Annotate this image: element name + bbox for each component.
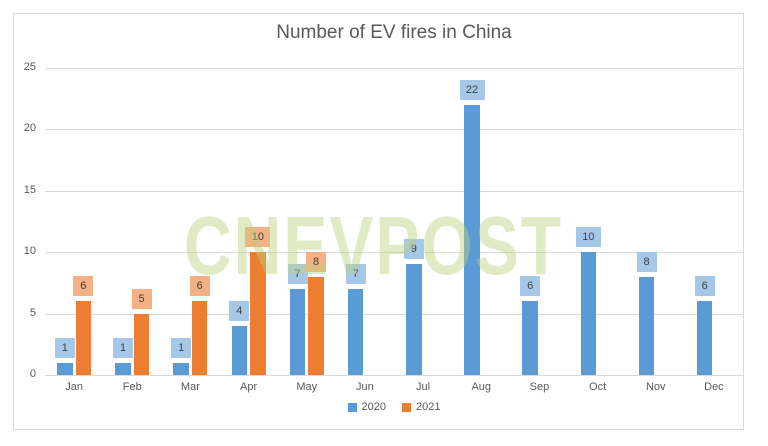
- data-label-2020-jun: 7: [345, 264, 366, 285]
- data-label-2020-mar: 1: [171, 337, 192, 358]
- bar-2020-jun: [347, 289, 364, 375]
- legend-item-2020: 2020: [347, 401, 386, 413]
- legend-item-2021: 2021: [402, 401, 440, 413]
- x-axis-tick-label: Apr: [240, 381, 258, 393]
- data-label-2021-jan: 6: [73, 276, 94, 297]
- x-axis-tick-label: Jun: [356, 381, 374, 393]
- x-axis-tick-label: Aug: [471, 381, 492, 393]
- gridline-y-5: [45, 313, 743, 315]
- gridline-y-25: [45, 68, 743, 69]
- bar-2020-mar: [173, 362, 189, 375]
- data-label-2020-dec: 6: [694, 276, 715, 297]
- x-axis-tick-label: May: [296, 381, 318, 393]
- data-label-2020-oct: 10: [575, 227, 601, 248]
- bar-2020-apr: [231, 325, 248, 375]
- y-axis-tick-label: 0: [29, 368, 36, 380]
- bar-2020-jan: [57, 362, 73, 375]
- data-label-2020-nov: 8: [636, 251, 657, 272]
- chart-legend: 2020 2021: [45, 401, 743, 413]
- data-label-2021-may: 8: [306, 251, 326, 272]
- y-axis-tick-label: 20: [23, 122, 36, 135]
- x-axis-tick-label: Dec: [704, 381, 724, 393]
- x-axis-tick-label: Nov: [645, 381, 666, 393]
- gridline-y-15: [45, 190, 743, 192]
- bar-2020-oct: [580, 252, 597, 375]
- data-label-2021-feb: 5: [131, 288, 152, 309]
- data-label-2020-apr: 4: [229, 300, 250, 321]
- bar-2020-may: [289, 289, 306, 375]
- data-label-2020-may: 7: [287, 264, 308, 285]
- y-axis-tick-label: 25: [23, 61, 36, 73]
- bar-2021-mar: [191, 301, 208, 375]
- gridline-y-0: [45, 375, 743, 376]
- data-label-2021-apr: 10: [245, 227, 271, 248]
- x-axis-tick-label: Jul: [416, 381, 431, 393]
- bar-2020-aug: [464, 104, 480, 375]
- bar-2021-apr: [250, 252, 266, 375]
- legend-label: 2021: [416, 401, 441, 413]
- gridline-y-10: [45, 252, 743, 254]
- legend-swatch-2021: [402, 402, 411, 412]
- bar-2021-may: [308, 276, 324, 375]
- data-label-2020-aug: 22: [459, 79, 485, 100]
- bar-2020-feb: [115, 362, 131, 375]
- bar-2020-sep: [522, 301, 538, 375]
- bar-2020-nov: [638, 276, 655, 375]
- bar-2021-feb: [133, 313, 150, 375]
- y-axis-tick-label: 5: [29, 306, 36, 319]
- x-axis-tick-label: Jan: [65, 381, 83, 393]
- x-axis-tick-label: Sep: [529, 381, 550, 393]
- chart-title: Number of EV fires in China: [276, 22, 512, 43]
- bar-2020-dec: [696, 301, 713, 375]
- legend-label: 2020: [361, 401, 386, 413]
- y-axis-tick-label: 10: [23, 245, 36, 258]
- bar-2021-jan: [75, 301, 92, 375]
- gridline-y-20: [45, 129, 743, 131]
- legend-swatch-2020: [347, 402, 357, 412]
- y-axis-tick-label: 15: [23, 183, 36, 196]
- x-axis-tick-label: Feb: [122, 381, 142, 393]
- data-label-2020-jul: 9: [403, 239, 424, 260]
- data-label-2020-sep: 6: [520, 276, 541, 297]
- data-label-2020-feb: 1: [113, 337, 133, 358]
- data-label-2020-jan: 1: [54, 337, 75, 358]
- bar-2020-jul: [406, 264, 422, 375]
- x-axis-tick-label: Mar: [180, 381, 200, 393]
- x-axis-tick-label: Oct: [589, 381, 607, 393]
- data-label-2021-mar: 6: [189, 276, 210, 297]
